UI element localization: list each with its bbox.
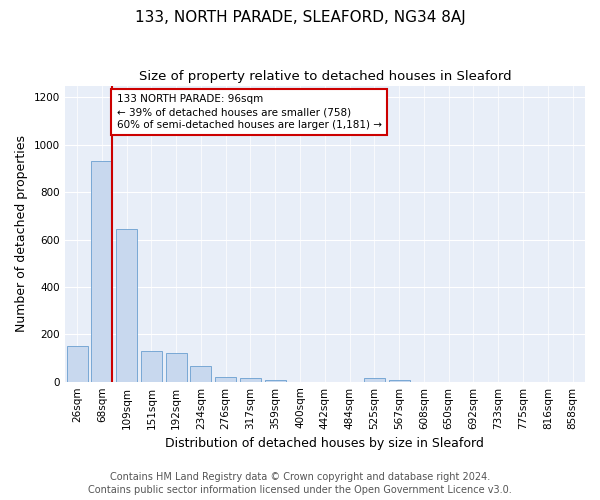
Bar: [240, 378, 261, 382]
Text: 133, NORTH PARADE, SLEAFORD, NG34 8AJ: 133, NORTH PARADE, SLEAFORD, NG34 8AJ: [134, 10, 466, 25]
Y-axis label: Number of detached properties: Number of detached properties: [15, 135, 28, 332]
Title: Size of property relative to detached houses in Sleaford: Size of property relative to detached ho…: [139, 70, 511, 83]
Bar: [215, 377, 236, 382]
Bar: [116, 229, 137, 382]
Bar: [141, 351, 162, 382]
Text: 133 NORTH PARADE: 96sqm
← 39% of detached houses are smaller (758)
60% of semi-d: 133 NORTH PARADE: 96sqm ← 39% of detache…: [117, 94, 382, 130]
Bar: [389, 380, 410, 382]
X-axis label: Distribution of detached houses by size in Sleaford: Distribution of detached houses by size …: [166, 437, 484, 450]
Bar: [67, 346, 88, 382]
Bar: [265, 380, 286, 382]
Bar: [166, 354, 187, 382]
Bar: [364, 378, 385, 382]
Bar: [190, 366, 211, 382]
Bar: [91, 162, 112, 382]
Text: Contains HM Land Registry data © Crown copyright and database right 2024.
Contai: Contains HM Land Registry data © Crown c…: [88, 472, 512, 495]
